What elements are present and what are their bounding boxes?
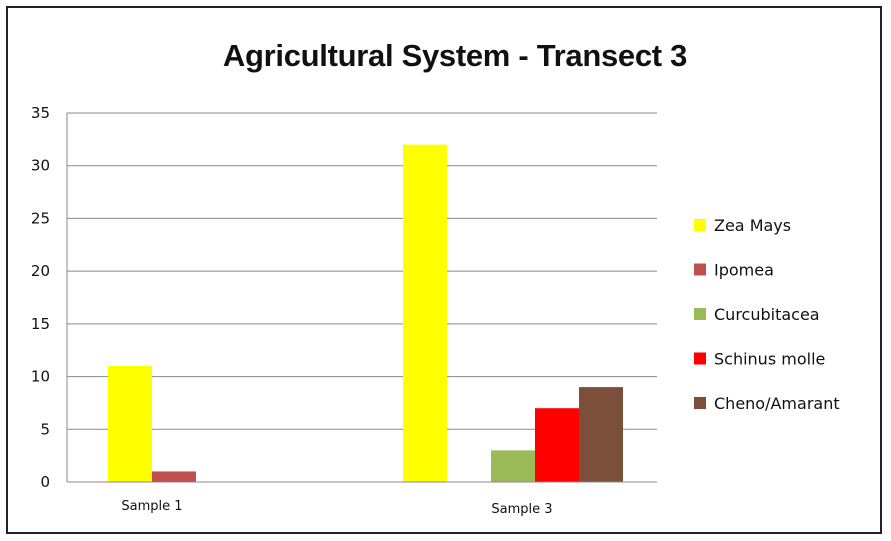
legend: Zea Mays Ipomea Curcubitacea Schinus molle C… — [694, 216, 840, 413]
bar-ipomea-sample-1 — [152, 471, 196, 482]
legend-label: Zea Mays — [714, 216, 791, 235]
y-tick-label: 15 — [31, 315, 50, 333]
y-axis-ticks: 0 5 10 15 20 25 30 35 — [31, 104, 50, 491]
bar-zea-mays-sample-1 — [108, 366, 152, 482]
bar-zea-mays-sample-3 — [403, 144, 447, 482]
legend-label: Curcubitacea — [714, 305, 820, 324]
y-tick-label: 30 — [31, 157, 50, 175]
bar-curcubitacea-sample-3 — [491, 450, 535, 482]
x-axis-labels: Sample 1 Sample 3 — [121, 499, 552, 517]
x-tick-label: Sample 1 — [121, 499, 182, 514]
y-tick-label: 10 — [31, 368, 50, 386]
chart-title: Agricultural System - Transect 3 — [222, 38, 688, 73]
legend-swatch — [694, 308, 706, 320]
y-tick-label: 20 — [31, 262, 50, 280]
bar-cheno-amarant-sample-3 — [579, 387, 623, 482]
bar-schinus-molle-sample-3 — [535, 408, 579, 482]
y-tick-label: 5 — [40, 420, 50, 438]
legend-swatch — [694, 263, 706, 276]
y-tick-label: 25 — [31, 209, 50, 227]
legend-label: Schinus molle — [714, 350, 825, 369]
x-tick-label: Sample 3 — [491, 502, 552, 517]
legend-label: Cheno/Amarant — [714, 394, 840, 413]
gridlines — [67, 112, 657, 430]
legend-label: Ipomea — [714, 261, 774, 280]
legend-swatch — [694, 352, 706, 365]
y-tick-label: 35 — [31, 104, 50, 122]
bars — [108, 144, 623, 482]
axes — [66, 113, 657, 483]
y-tick-label: 0 — [40, 473, 50, 491]
legend-swatch — [694, 397, 706, 409]
legend-swatch — [694, 219, 706, 231]
